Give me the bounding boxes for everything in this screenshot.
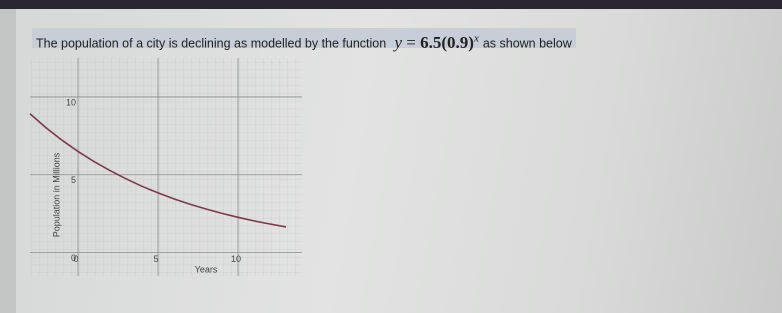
formula-lhs: y <box>394 32 403 52</box>
formula-eq: = <box>406 32 416 52</box>
y-tick-label: 10 <box>66 97 76 107</box>
x-axis-label: Years <box>195 264 218 274</box>
plot-area <box>30 58 302 276</box>
y-axis-label: Population in Millions <box>51 152 61 237</box>
y-tick-label: 0 <box>71 253 76 263</box>
x-tick-label: 0 <box>73 254 78 264</box>
question-text: The population of a city is declining as… <box>32 28 576 52</box>
title-suffix: as shown below <box>482 36 572 51</box>
formula-base: 6.5(0.9) <box>420 32 474 52</box>
x-tick-label: 10 <box>231 254 241 264</box>
side-bar <box>0 9 16 313</box>
window-bar <box>0 0 782 9</box>
title: The population of a city is declining as… <box>36 36 387 51</box>
formula-exponent: x <box>473 32 479 44</box>
y-tick-label: 5 <box>71 175 76 185</box>
x-tick-label: 5 <box>153 254 158 264</box>
line <box>29 113 287 228</box>
formula: y = 6.5(0.9)x <box>390 32 479 52</box>
